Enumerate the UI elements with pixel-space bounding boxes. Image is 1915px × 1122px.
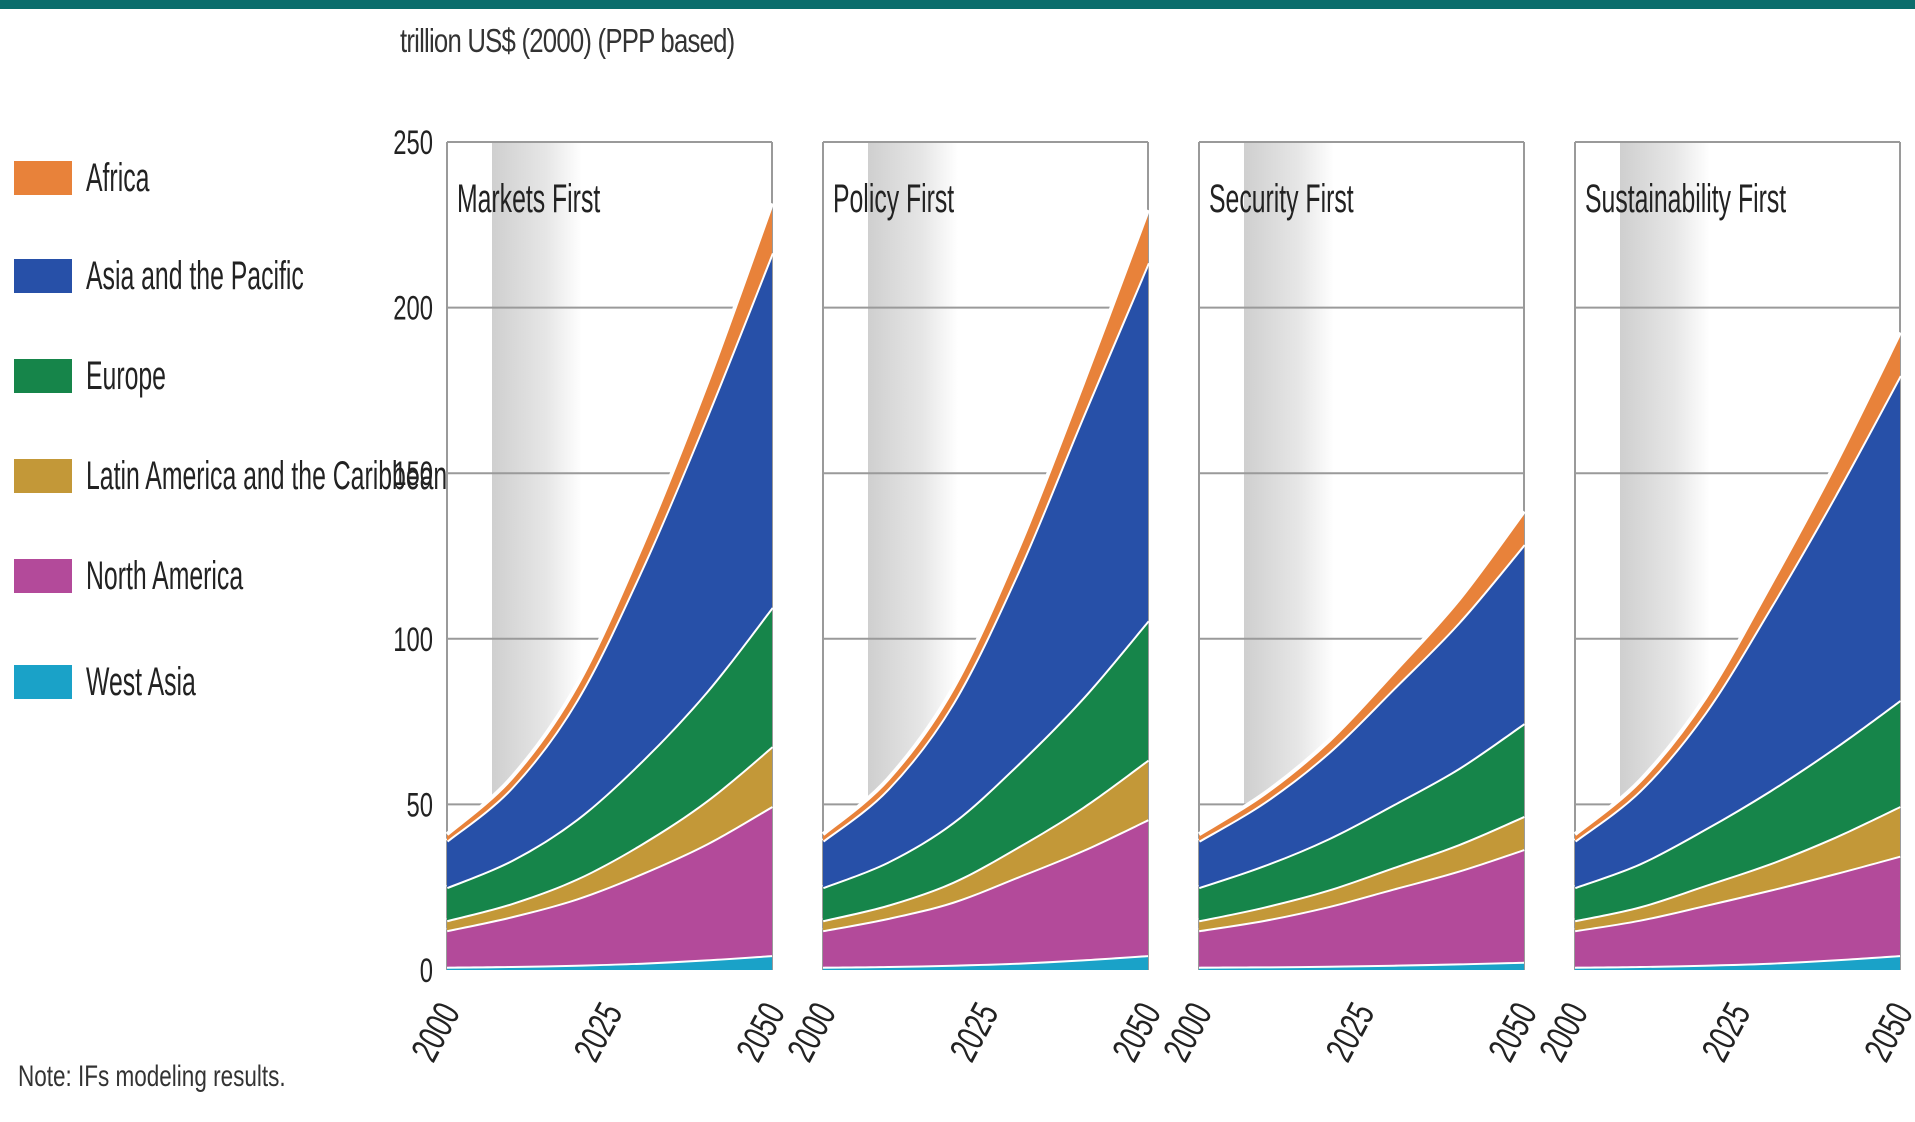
legend-swatch-west-asia <box>14 665 72 699</box>
y-tick-label: 200 <box>393 289 433 327</box>
panel-markets-first: Markets First 2000 2025 2050 <box>402 141 793 1068</box>
y-tick-label: 100 <box>393 621 433 659</box>
x-tick-label: 2000 <box>402 996 468 1068</box>
legend-item-europe: Europe <box>14 353 215 398</box>
area-north-america <box>447 806 772 967</box>
panel-title: Sustainability First <box>1585 177 1786 221</box>
boundary-africa <box>445 202 774 836</box>
area-latin-america-and-the-caribbean <box>447 746 772 931</box>
legend-label-latin-america: Latin America and the Caribbean <box>86 453 448 498</box>
legend-label-europe: Europe <box>86 353 166 398</box>
legend-swatch-europe <box>14 359 72 393</box>
x-tick-label: 2025 <box>565 996 631 1068</box>
legend-swatch-latin-america <box>14 459 72 493</box>
y-tick-label: 250 <box>393 124 433 162</box>
x-tick-label: 2025 <box>1317 996 1383 1068</box>
legend-label-africa: Africa <box>86 155 150 200</box>
area-europe <box>1575 700 1900 921</box>
area-north-america <box>1575 855 1900 967</box>
boundary-africa <box>1573 331 1902 836</box>
x-tick-label: 2025 <box>1693 996 1759 1068</box>
x-tick-label: 2000 <box>778 996 844 1068</box>
x-tick-label: 2050 <box>727 996 793 1068</box>
y-tick-label: 150 <box>393 455 433 493</box>
y-tick-label: 0 <box>420 952 433 990</box>
area-latin-america-and-the-caribbean <box>1199 816 1524 931</box>
boundary-africa <box>821 209 1150 836</box>
legend-label-west-asia: West Asia <box>86 659 196 704</box>
area-europe <box>447 607 772 921</box>
panel-policy-first: Policy First 2000 2025 2050 <box>778 141 1169 1068</box>
area-latin-america-and-the-caribbean <box>1575 806 1900 931</box>
top-accent-bar <box>0 0 1915 9</box>
area-europe <box>823 620 1148 921</box>
x-tick-label: 2025 <box>941 996 1007 1068</box>
x-tick-label: 2050 <box>1855 996 1915 1068</box>
x-tick-label: 2000 <box>1154 996 1220 1068</box>
footnote: Note: IFs modeling results. <box>18 1060 286 1093</box>
area-north-america <box>823 819 1148 967</box>
x-tick-label: 2000 <box>1530 996 1596 1068</box>
legend-item-north-america: North America <box>14 553 339 598</box>
legend-item-west-asia: West Asia <box>14 659 263 704</box>
area-asia-and-the-pacific <box>1199 544 1524 888</box>
legend-label-asia-pacific: Asia and the Pacific <box>86 253 304 298</box>
y-tick-label: 50 <box>407 786 433 824</box>
x-tick-label: 2050 <box>1103 996 1169 1068</box>
y-axis-unit-label: trillion US$ (2000) (PPP based) <box>400 22 735 59</box>
panel-title: Security First <box>1209 177 1354 221</box>
legend-item-asia-pacific: Asia and the Pacific <box>14 253 437 298</box>
legend-item-africa: Africa <box>14 155 188 200</box>
area-asia-and-the-pacific <box>447 253 772 888</box>
legend-swatch-asia-pacific <box>14 259 72 293</box>
area-north-america <box>1199 849 1524 967</box>
boundary-africa <box>1197 510 1526 836</box>
area-asia-and-the-pacific <box>823 262 1148 888</box>
x-tick-label: 2050 <box>1479 996 1545 1068</box>
panel-title: Policy First <box>833 177 954 221</box>
panel-security-first: Security First 2000 2025 2050 <box>1154 141 1545 1068</box>
panel-sustainability-first: Sustainability First 2000 2025 2050 <box>1530 141 1915 1068</box>
panel-title: Markets First <box>457 177 600 221</box>
legend-swatch-africa <box>14 161 72 195</box>
legend-swatch-north-america <box>14 559 72 593</box>
legend-label-north-america: North America <box>86 553 244 598</box>
legend-item-latin-america: Latin America and the Caribbean <box>14 453 669 498</box>
area-asia-and-the-pacific <box>1575 375 1900 888</box>
